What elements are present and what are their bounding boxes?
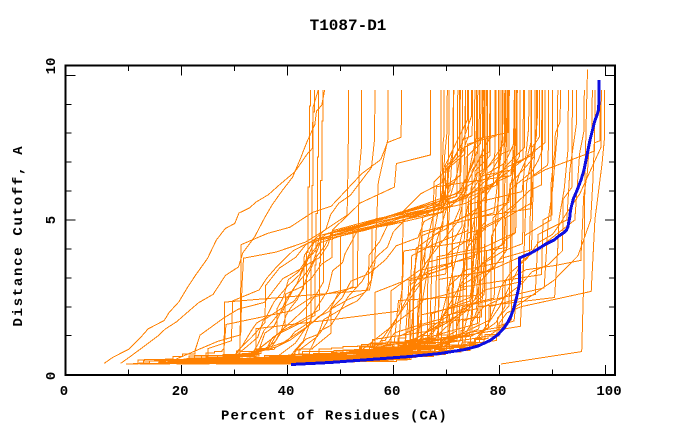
svg-text:0: 0 <box>60 384 68 400</box>
svg-text:20: 20 <box>172 384 189 400</box>
svg-text:40: 40 <box>278 384 295 400</box>
svg-text:80: 80 <box>490 384 507 400</box>
svg-text:60: 60 <box>384 384 401 400</box>
svg-text:5: 5 <box>44 216 60 224</box>
svg-text:Distance Cutoff, A: Distance Cutoff, A <box>11 145 27 327</box>
svg-text:10: 10 <box>44 58 60 75</box>
svg-text:T1087-D1: T1087-D1 <box>310 17 387 35</box>
svg-text:100: 100 <box>596 384 621 400</box>
svg-text:Percent of Residues (CA): Percent of Residues (CA) <box>221 409 448 425</box>
svg-text:0: 0 <box>44 372 60 380</box>
